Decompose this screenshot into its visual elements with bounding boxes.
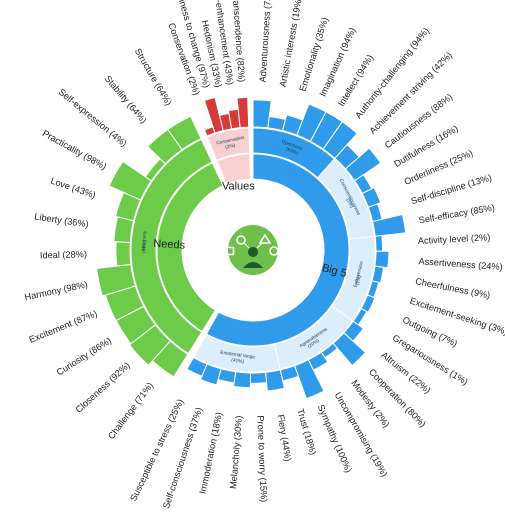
trait-label-harmony-98: Harmony (98%) [24,279,89,302]
trait-label-curiosity-86: Curiosity (86%) [55,335,113,377]
icon-circle-left-shape [236,235,246,245]
icon-circle-right-shape [269,246,279,256]
trait-bar-activity-level-2 [374,235,384,252]
category-label-values: Values [222,181,255,193]
trait-bar-liberty-36 [113,216,135,244]
group-value-conservation: (2%) [225,143,237,151]
trait-bar-prone-to-worry-15 [249,371,268,384]
icon-person-head [248,247,258,257]
trait-label-excitement-87: Excitement (87%) [28,308,99,345]
trait-label-closeness-92: Closeness (92%) [74,360,132,415]
trait-label-assertiveness-24: Assertiveness (24%) [418,256,503,272]
group-value-extraversion: (1%) [355,274,363,286]
trait-label-practicality-98: Practicality (98%) [41,128,108,172]
group-value-conscientiousness: (5%) [345,197,355,209]
category-arc-big-5 [205,153,350,347]
trait-label-structure-64: Structure (64%) [133,47,174,108]
category-arc-values [216,153,252,185]
group-value-openness: (93%) [285,146,299,156]
group-arc-conservation [206,127,251,161]
icon-square-shape [225,246,235,256]
trait-label-ideal-28: Ideal (28%) [40,249,87,260]
trait-bar-ideal-28 [115,241,132,267]
trait-bar-assertiveness-24 [374,250,390,269]
group-label-conservation: Conservation [216,135,245,147]
trait-bar-melancholy-30 [233,371,252,389]
trait-bar-structure-64 [167,115,202,151]
trait-label-love-43: Love (43%) [49,176,97,201]
icon-connector-right [256,242,263,249]
group-arc-harmony [130,138,213,355]
category-arc-needs [156,162,224,333]
trait-label-activity-level-2: Activity level (2%) [418,232,491,246]
category-label-needs: Needs [153,238,186,252]
trait-label-immoderation-18: Immoderation (18%) [198,411,225,495]
trait-label-liberty-36: Liberty (36%) [34,211,90,229]
trait-label-prone-to-worry-15: Prone to worry (15%) [255,415,269,502]
group-label-emotional-range: Emotional range [220,350,256,361]
icon-triangle-shape [258,233,272,244]
group-label-harmony: Harmony [141,230,148,250]
group-value-harmony: (98%) [141,239,148,253]
trait-label-artistic-interests-19: Artistic interests (19%) [278,0,305,88]
icon-connector-left [243,242,250,249]
group-value-emotional-range: (41%) [231,357,245,365]
trait-bar-susceptible-to-stress-25 [186,356,208,377]
group-arc-emotional-range [193,334,281,373]
icon-person-body [243,262,263,268]
trait-label-fiery-44: Fiery (44%) [276,414,294,462]
trait-label-stability-64: Stability (64%) [103,74,149,126]
trait-label-melancholy-30: Melancholy (30%) [228,415,244,489]
trait-label-challenge-71: Challenge (71%) [106,380,155,441]
trait-label-self-efficacy-85: Self-efficacy (85%) [418,202,496,225]
trait-label-trust-18: Trust (18%) [295,408,318,457]
trait-label-adventurousness-73: Adventurousness (73%) [258,0,274,83]
center-icon-group [225,225,279,275]
trait-bar-self-transcendence-82 [236,96,250,129]
trait-label-cheerfulness-9: Cheerfulness (9%) [414,276,491,300]
